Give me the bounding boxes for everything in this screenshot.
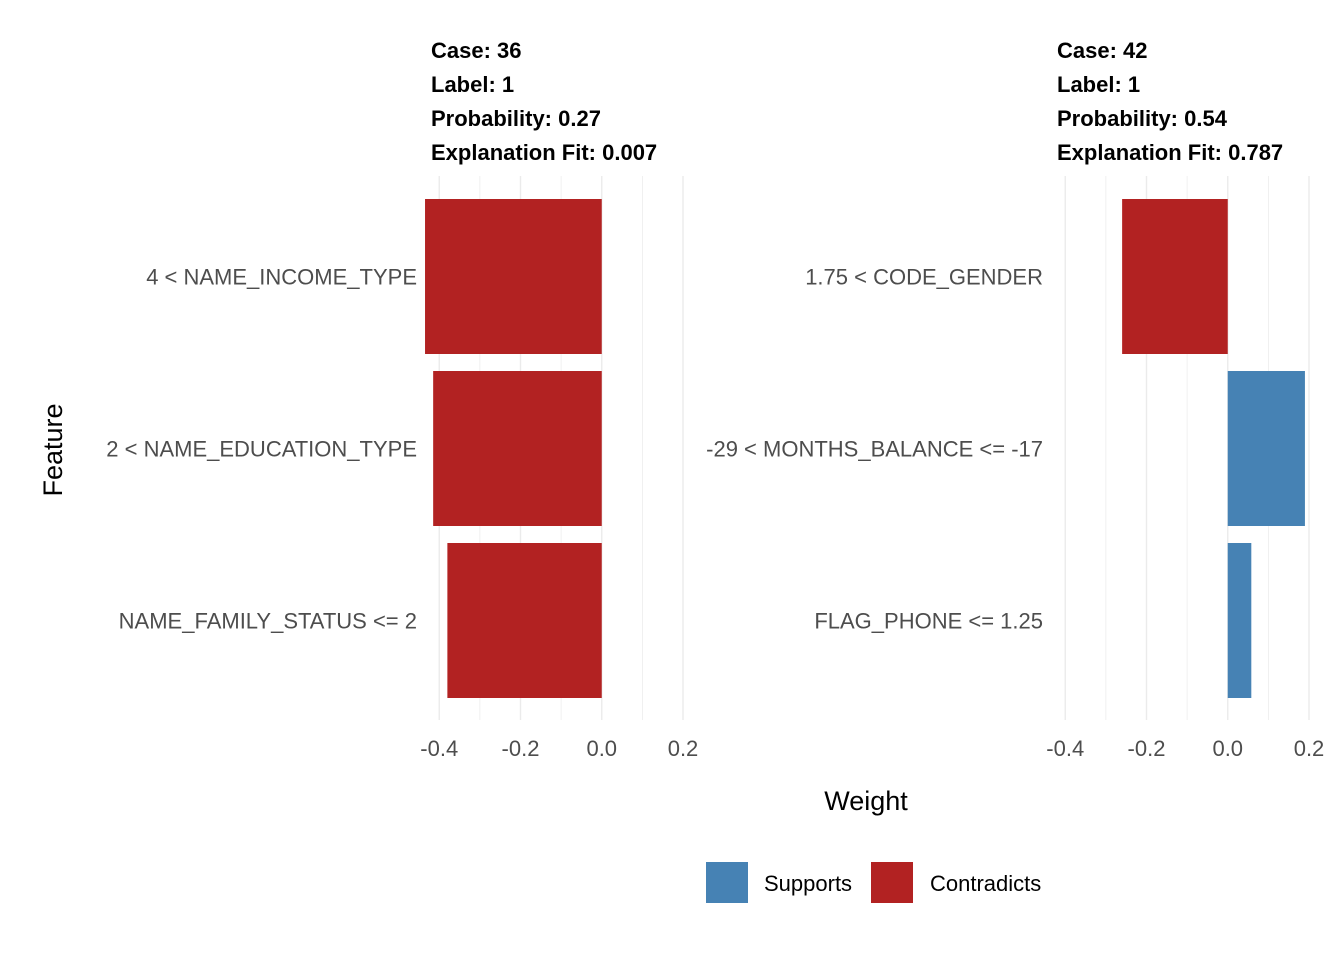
panel-header-line: Case: 42	[1057, 38, 1148, 63]
legend-label-contradicts: Contradicts	[930, 871, 1041, 896]
panel-header-line: Explanation Fit: 0.007	[431, 140, 657, 165]
legend-key-supports	[706, 862, 748, 903]
feature-label: 4 < NAME_INCOME_TYPE	[146, 265, 417, 290]
panels: -0.4 -0.2 0.0 0.2 Case: 36 Label: 1 Probabilit…	[106, 38, 1324, 761]
feature-label: 2 < NAME_EDUCATION_TYPE	[106, 437, 417, 462]
x-tick-label: -0.4	[1046, 736, 1084, 761]
y-axis-title: Feature	[38, 403, 68, 496]
x-tick-label: 0.2	[1294, 736, 1325, 761]
x-tick-label: -0.2	[1128, 736, 1166, 761]
legend: Supports Contradicts	[706, 862, 1041, 903]
panel-header-line: Label: 1	[1057, 72, 1140, 97]
bar-supports	[1227, 543, 1252, 698]
x-tick-label: -0.2	[502, 736, 540, 761]
bar-contradicts	[433, 371, 602, 526]
panel-header-line: Probability: 0.27	[431, 106, 601, 131]
panel-2: -0.4 -0.2 0.0 0.2 Case: 42 Label: 1 Probabilit…	[706, 38, 1324, 761]
bar-contradicts	[447, 543, 602, 698]
x-axis-title: Weight	[824, 786, 908, 816]
feature-label: -29 < MONTHS_BALANCE <= -17	[706, 437, 1043, 462]
feature-label: NAME_FAMILY_STATUS <= 2	[119, 609, 417, 634]
panel-header-line: Explanation Fit: 0.787	[1057, 140, 1283, 165]
x-tick-label: -0.4	[420, 736, 458, 761]
x-tick-label: 0.0	[1212, 736, 1243, 761]
x-tick-label: 0.2	[668, 736, 699, 761]
bar-contradicts	[1122, 199, 1228, 354]
panel-header-line: Probability: 0.54	[1057, 106, 1228, 131]
panel-1: -0.4 -0.2 0.0 0.2 Case: 36 Label: 1 Probabilit…	[106, 38, 698, 761]
feature-label: FLAG_PHONE <= 1.25	[814, 609, 1043, 634]
panel-header-line: Case: 36	[431, 38, 522, 63]
legend-label-supports: Supports	[764, 871, 852, 896]
bar-supports	[1227, 371, 1305, 526]
panel-header-line: Label: 1	[431, 72, 514, 97]
x-tick-label: 0.0	[586, 736, 617, 761]
bar-contradicts	[425, 199, 602, 354]
feature-label: 1.75 < CODE_GENDER	[805, 265, 1043, 290]
legend-key-contradicts	[871, 862, 913, 903]
